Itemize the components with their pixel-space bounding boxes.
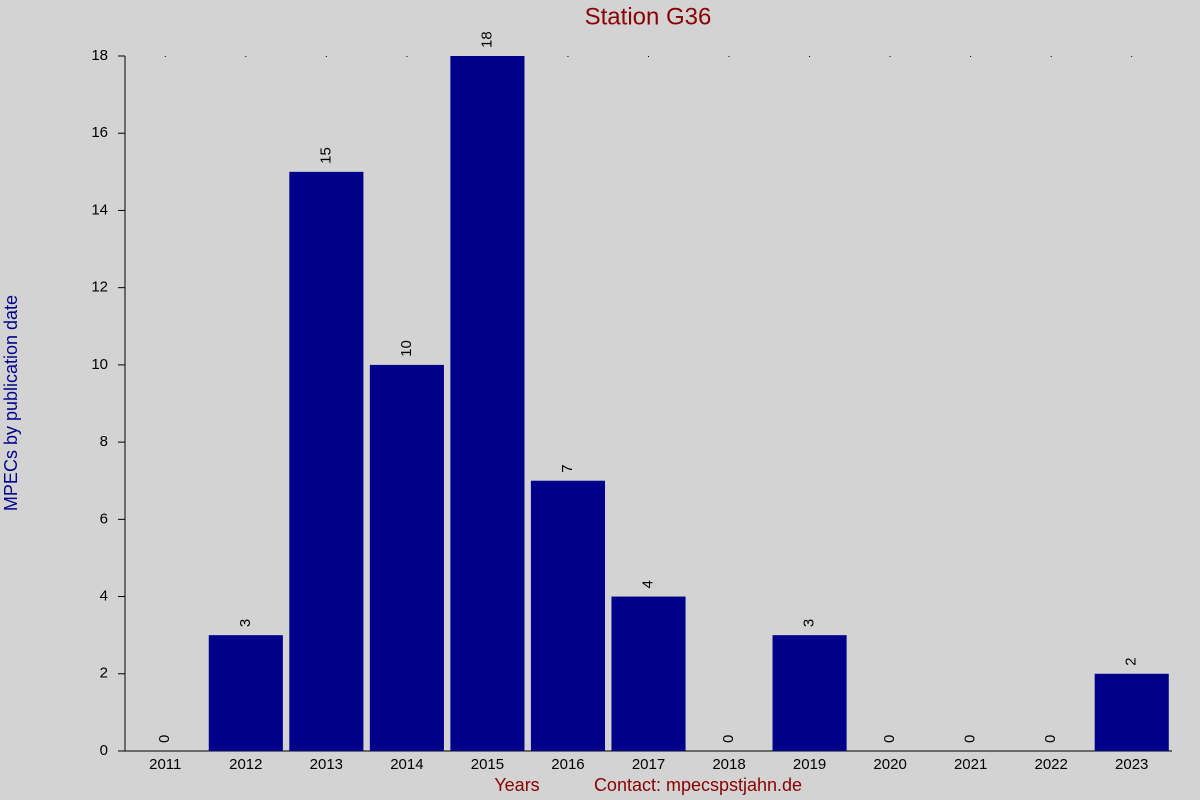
y-axis-label: MPECs by publication date	[1, 295, 21, 511]
value-label: 7	[559, 464, 576, 472]
value-label: 0	[720, 735, 737, 743]
x-tick-label: 2012	[229, 756, 262, 773]
x-tick-label: 2015	[471, 756, 504, 773]
bar	[1094, 673, 1169, 751]
bar	[289, 171, 364, 752]
value-label: 18	[478, 31, 495, 48]
value-label: 2	[1123, 657, 1140, 665]
bar	[772, 635, 847, 751]
value-label: 0	[962, 735, 979, 743]
y-tick-label: 0	[100, 742, 108, 759]
x-tick-label: 2021	[954, 756, 987, 773]
annotation: Contact: mpecspstjahn.de	[594, 775, 802, 795]
x-tick-label: 2011	[149, 756, 181, 773]
x-tick-label: 2022	[1035, 756, 1068, 773]
value-label: 3	[237, 619, 254, 627]
bar	[611, 596, 686, 751]
y-tick-label: 16	[91, 124, 108, 141]
x-tick-label: 2020	[873, 756, 906, 773]
bar	[369, 364, 444, 751]
y-tick-label: 8	[100, 433, 108, 450]
x-tick-label: 2014	[390, 756, 423, 773]
chart-title: Station G36	[585, 3, 712, 30]
bar	[450, 56, 525, 751]
x-tick-label: 2023	[1115, 756, 1148, 773]
bar	[530, 480, 606, 751]
y-tick-label: 6	[100, 510, 108, 527]
bar	[208, 635, 283, 751]
x-tick-label: 2017	[632, 756, 665, 773]
y-tick-label: 14	[91, 201, 108, 218]
value-label: 4	[639, 580, 656, 588]
x-axis-label: Years	[494, 775, 539, 795]
y-tick-label: 12	[91, 279, 108, 296]
y-tick-label: 2	[100, 665, 108, 682]
y-tick-label: 10	[91, 356, 108, 373]
value-label: 3	[801, 619, 818, 627]
y-tick-label: 4	[100, 588, 108, 605]
value-label: 15	[317, 147, 334, 164]
value-label: 0	[1042, 735, 1059, 743]
x-tick-label: 2013	[310, 756, 343, 773]
value-label: 0	[156, 735, 173, 743]
y-tick-label: 18	[91, 47, 108, 64]
value-label: 0	[881, 735, 898, 743]
x-tick-label: 2019	[793, 756, 826, 773]
value-label: 10	[398, 340, 415, 357]
x-tick-label: 2018	[712, 756, 745, 773]
x-tick-label: 2016	[551, 756, 584, 773]
